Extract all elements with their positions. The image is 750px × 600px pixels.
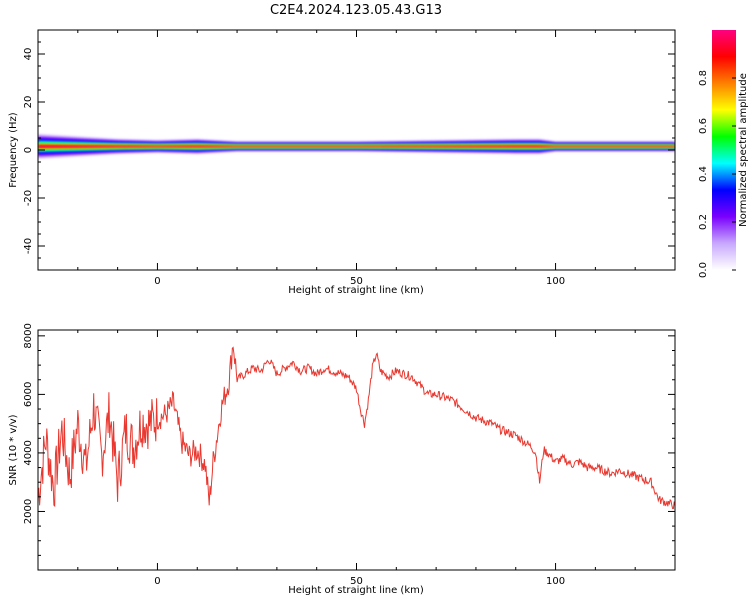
colorbar-label: Normalized spectral amplitude bbox=[738, 73, 749, 227]
spectrogram-plot: 0 50 100 -40 -20 0 20 40 Height of straight li… bbox=[8, 29, 676, 296]
colorbar-tick-label: 0.0 bbox=[698, 262, 709, 278]
colorbar: 0.0 0.2 0.4 0.6 0.8 Normalized spectral ampl… bbox=[698, 30, 749, 278]
snr-plot-area bbox=[38, 330, 675, 570]
spectrogram-y-tick-label: -40 bbox=[23, 238, 34, 254]
spectrogram-y-tick-label: -20 bbox=[23, 190, 34, 206]
snr-y-tick-label: 6000 bbox=[23, 382, 34, 407]
snr-x-tick-label: 0 bbox=[154, 576, 160, 587]
snr-x-tick-label: 100 bbox=[546, 576, 565, 587]
snr-y-tick-label: 4000 bbox=[23, 440, 34, 465]
spectrogram-x-axis-label: Height of straight line (km) bbox=[288, 285, 424, 296]
spectrogram-y-tick-label: 0 bbox=[23, 147, 34, 153]
colorbar-tick-label: 0.8 bbox=[698, 70, 709, 86]
snr-x-axis-label: Height of straight line (km) bbox=[288, 585, 424, 596]
colorbar-tick-label: 0.2 bbox=[698, 214, 709, 230]
spectrogram-y-tick-label: 20 bbox=[23, 96, 34, 109]
snr-y-axis-label: SNR (10 * v/v) bbox=[8, 414, 19, 485]
spectrogram-y-axis-label: Frequency (Hz) bbox=[8, 112, 19, 188]
spectrogram-y-tick-label: 40 bbox=[23, 48, 34, 61]
chart-title: C2E4.2024.123.05.43.G13 bbox=[270, 3, 442, 18]
colorbar-tick-label: 0.6 bbox=[698, 118, 709, 134]
snr-y-tick-label: 8000 bbox=[23, 323, 34, 348]
snr-y-tick-label: 2000 bbox=[23, 499, 34, 524]
snr-x-tick-label: 50 bbox=[350, 576, 363, 587]
spectrogram-x-tick-label: 50 bbox=[350, 276, 363, 287]
snr-series-line bbox=[38, 346, 675, 509]
colorbar-gradient bbox=[712, 30, 736, 270]
colorbar-tick-label: 0.4 bbox=[698, 166, 709, 182]
spectrogram-x-tick-label: 100 bbox=[546, 276, 565, 287]
snr-plot: 0 50 100 2000 4000 6000 8000 Height of straig… bbox=[8, 323, 676, 596]
spectrogram-band-layer bbox=[38, 145, 675, 148]
spectrogram-x-tick-label: 0 bbox=[154, 276, 160, 287]
